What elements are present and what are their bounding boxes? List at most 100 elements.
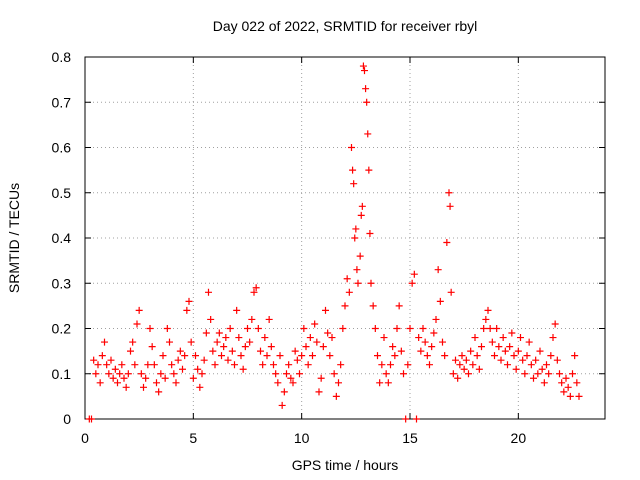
data-point bbox=[512, 365, 520, 373]
data-point bbox=[267, 343, 275, 351]
data-point bbox=[395, 302, 403, 310]
data-point bbox=[133, 320, 141, 328]
data-point bbox=[287, 374, 295, 382]
data-point bbox=[235, 334, 243, 342]
data-point bbox=[378, 361, 386, 369]
data-point bbox=[137, 370, 145, 378]
data-point bbox=[124, 370, 132, 378]
data-point bbox=[213, 338, 221, 346]
data-point bbox=[545, 370, 553, 378]
data-point bbox=[501, 347, 509, 355]
data-point bbox=[354, 279, 362, 287]
data-point bbox=[322, 306, 329, 314]
data-point bbox=[150, 361, 158, 369]
data-point bbox=[239, 365, 247, 373]
data-point bbox=[259, 361, 267, 369]
data-point bbox=[276, 352, 284, 360]
y-tick-label: 0.5 bbox=[52, 185, 72, 201]
data-point bbox=[202, 329, 210, 337]
y-tick-label: 0 bbox=[63, 411, 71, 427]
y-axis-label: SRMTID / TECUs bbox=[6, 183, 22, 293]
y-tick-label: 0.7 bbox=[52, 94, 72, 110]
data-point bbox=[157, 370, 165, 378]
data-point bbox=[458, 352, 466, 360]
data-point bbox=[349, 166, 357, 174]
data-point bbox=[176, 347, 184, 355]
x-tick-label: 0 bbox=[81, 430, 89, 446]
data-point bbox=[289, 379, 297, 387]
x-tick-label: 20 bbox=[511, 430, 527, 446]
data-point bbox=[181, 352, 189, 360]
data-point bbox=[367, 279, 375, 287]
data-point bbox=[198, 370, 206, 378]
data-point bbox=[304, 361, 312, 369]
data-point bbox=[103, 361, 111, 369]
data-point bbox=[111, 365, 119, 373]
data-point bbox=[311, 320, 319, 328]
data-point bbox=[510, 352, 518, 360]
data-point bbox=[144, 361, 152, 369]
data-point bbox=[168, 361, 176, 369]
data-point bbox=[506, 343, 514, 351]
data-point bbox=[358, 202, 366, 210]
data-point bbox=[293, 356, 301, 364]
data-point bbox=[426, 361, 433, 369]
data-point bbox=[348, 144, 355, 151]
y-tick-label: 0.2 bbox=[52, 321, 72, 337]
data-point bbox=[465, 370, 472, 378]
data-point bbox=[257, 347, 264, 355]
data-point bbox=[447, 288, 455, 296]
data-point bbox=[475, 365, 483, 373]
data-point bbox=[159, 352, 167, 360]
data-point bbox=[272, 370, 280, 378]
data-point bbox=[248, 315, 256, 323]
data-point bbox=[558, 379, 566, 387]
data-point bbox=[556, 370, 563, 378]
x-tick-label: 5 bbox=[189, 430, 197, 446]
data-point bbox=[462, 356, 470, 364]
data-point bbox=[359, 62, 367, 70]
data-point bbox=[302, 343, 310, 351]
data-point bbox=[374, 352, 381, 360]
data-point bbox=[362, 85, 370, 93]
data-point bbox=[228, 347, 236, 355]
data-point bbox=[92, 370, 100, 378]
data-point bbox=[566, 392, 574, 400]
y-tick-label: 0.4 bbox=[52, 230, 72, 246]
y-tick-label: 0.8 bbox=[52, 49, 72, 65]
data-point bbox=[254, 325, 262, 332]
data-point bbox=[172, 379, 180, 387]
data-point bbox=[456, 361, 464, 369]
data-point bbox=[189, 374, 197, 382]
data-point bbox=[454, 374, 462, 382]
data-point bbox=[192, 352, 199, 360]
data-point bbox=[250, 288, 258, 296]
data-point bbox=[361, 67, 368, 75]
data-point bbox=[415, 334, 423, 342]
data-point bbox=[423, 352, 431, 360]
data-point bbox=[499, 334, 507, 342]
data-point bbox=[285, 361, 293, 369]
data-point bbox=[514, 347, 522, 355]
data-point bbox=[443, 239, 451, 247]
data-point bbox=[96, 379, 104, 387]
data-point bbox=[224, 356, 232, 364]
data-point bbox=[356, 252, 364, 260]
data-point bbox=[330, 370, 338, 378]
data-point bbox=[432, 315, 440, 323]
data-point bbox=[532, 356, 540, 364]
data-point bbox=[166, 338, 173, 346]
data-point bbox=[508, 329, 516, 337]
x-axis-label: GPS time / hours bbox=[292, 457, 399, 473]
data-point bbox=[129, 338, 137, 346]
data-point bbox=[332, 392, 340, 400]
data-point bbox=[484, 306, 492, 314]
data-point bbox=[105, 370, 113, 378]
data-point bbox=[170, 370, 178, 378]
data-point bbox=[148, 343, 156, 351]
data-point bbox=[495, 343, 503, 351]
data-point bbox=[118, 361, 126, 369]
data-point bbox=[352, 225, 360, 233]
data-point bbox=[345, 288, 353, 296]
data-point bbox=[371, 325, 379, 332]
